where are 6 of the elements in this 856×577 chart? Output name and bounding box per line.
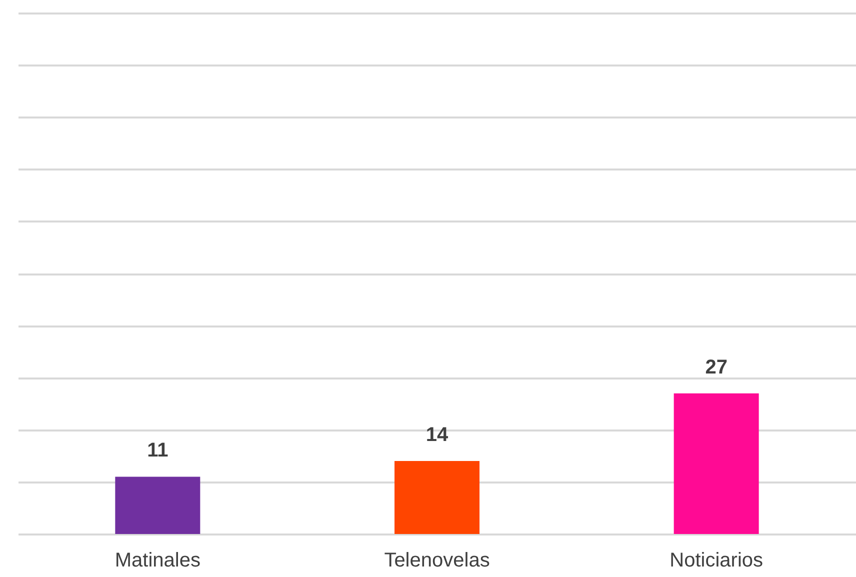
data-label: 14	[426, 424, 449, 446]
data-label: 27	[705, 356, 728, 378]
x-tick-label: Noticiarios	[670, 550, 764, 572]
x-tick-label: Telenovelas	[384, 550, 490, 572]
x-tick-label: Matinales	[114, 550, 200, 572]
data-label: 11	[147, 440, 168, 462]
